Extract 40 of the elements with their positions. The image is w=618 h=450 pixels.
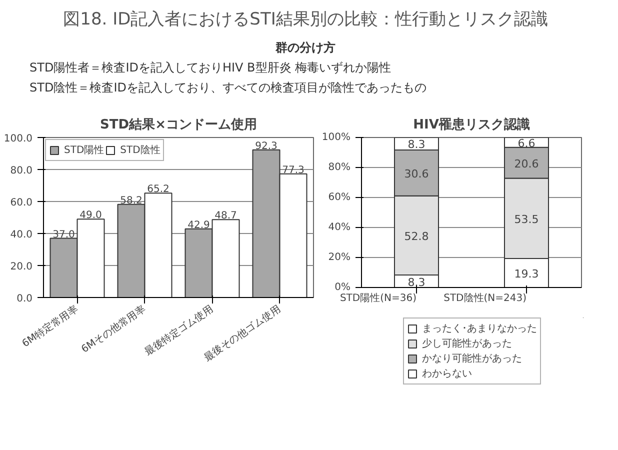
y-tick-label: 80.0 — [10, 166, 32, 176]
data-label: 92.3 — [255, 140, 278, 152]
data-label: 8.3 — [408, 138, 426, 152]
legend-label: わからない — [422, 368, 472, 380]
text: STD陰性＝検査IDを記入しており、すべての検査項目が陰性であったもの — [30, 80, 426, 94]
data-label: 19.3 — [514, 268, 539, 281]
data-label: 6.6 — [518, 136, 536, 150]
legend-label: STD陽性 — [64, 144, 104, 157]
y-tick-label: 40% — [328, 222, 351, 233]
y-tick-label: 80% — [328, 162, 351, 173]
x-tick-label: 6M特定常用率 — [20, 303, 80, 350]
y-tick-label: 20% — [328, 252, 351, 263]
chart-title: STD結果×コンドーム使用 — [100, 118, 257, 132]
text: 図18. ID記入者におけるSTI結果別の比較：性行動とリスク認識 — [63, 10, 548, 30]
data-label: 52.8 — [404, 230, 429, 243]
y-tick-label: 60.0 — [10, 198, 32, 208]
data-label: 65.2 — [147, 184, 170, 196]
data-label: 42.9 — [188, 220, 210, 231]
y-tick-label: 40.0 — [10, 230, 32, 240]
legend-label: STD陰性 — [120, 144, 160, 157]
y-tick-label: 0.0 — [16, 294, 33, 304]
data-label: 30.6 — [404, 167, 429, 180]
data-label: 48.7 — [214, 210, 237, 222]
data-label: 20.6 — [514, 157, 539, 170]
y-tick-label: 100% — [322, 132, 351, 143]
data-label: 8.3 — [408, 276, 426, 289]
data-label: 49.0 — [80, 210, 102, 222]
legend-label: かなり可能性があった — [422, 352, 522, 366]
y-tick-label: 60% — [328, 192, 351, 203]
y-tick-label: 20.0 — [10, 262, 32, 272]
y-tick-label: 100.0 — [4, 134, 33, 144]
y-tick-label: 0% — [334, 282, 351, 293]
legend-label: まったく･あまりなかった — [422, 322, 537, 336]
x-tick-label: STD陽性(N=36) — [340, 292, 417, 304]
text: STD陽性者＝検査IDを記入しておりHIV B型肝炎 梅毒いずれか陽性 — [30, 60, 392, 74]
chart-title: HIV罹患リスク認識 — [413, 116, 530, 132]
legend-label: 少し可能性があった — [422, 337, 512, 350]
data-label: 53.5 — [514, 212, 539, 226]
x-tick-label: STD陰性(N=243) — [444, 292, 527, 304]
text: 群の分け方 — [274, 40, 336, 54]
